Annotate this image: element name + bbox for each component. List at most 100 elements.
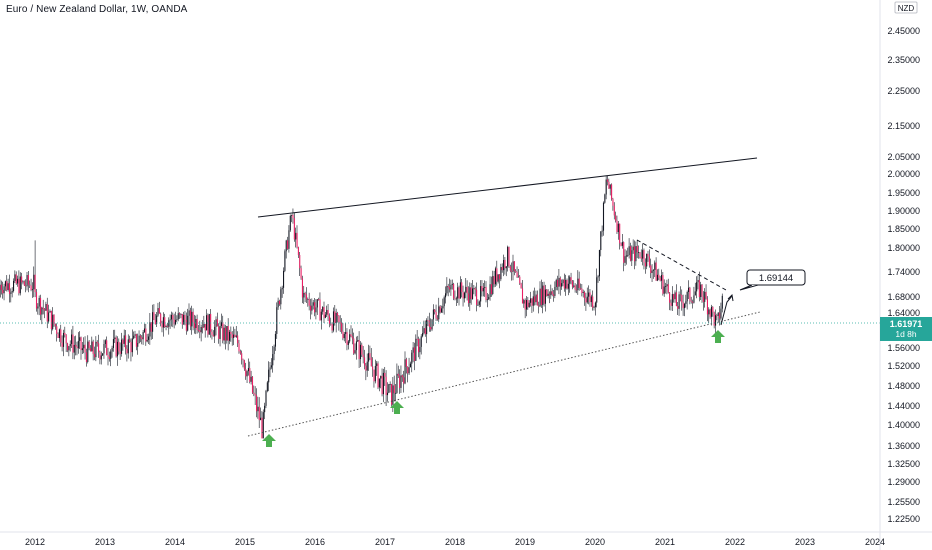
candle — [503, 254, 505, 277]
candle — [172, 312, 174, 328]
candle — [492, 270, 494, 296]
candle — [326, 305, 328, 317]
candle — [122, 338, 124, 351]
candle — [692, 299, 694, 309]
price-tick-label: 2.45000 — [887, 26, 920, 36]
upper-trendline[interactable] — [257, 157, 758, 218]
candle — [652, 269, 654, 279]
candle — [238, 339, 240, 354]
candle — [17, 275, 19, 287]
candle — [629, 242, 632, 262]
descending-dashed-trendline[interactable] — [636, 239, 727, 291]
candle — [6, 275, 8, 292]
candle — [126, 345, 128, 362]
candle — [278, 299, 281, 306]
price-tick-label: 1.48000 — [887, 381, 920, 391]
candle — [83, 337, 85, 354]
candle — [689, 286, 691, 305]
candle — [250, 370, 252, 385]
candle — [559, 276, 561, 296]
candle — [94, 346, 96, 361]
candle — [23, 280, 25, 286]
candle — [219, 320, 221, 347]
price-tick-label: 2.00000 — [887, 169, 920, 179]
candle — [246, 370, 248, 383]
candle — [65, 334, 67, 353]
candle — [424, 320, 426, 337]
candle — [305, 287, 308, 304]
candle — [112, 329, 114, 352]
candle — [715, 309, 717, 334]
candle — [254, 386, 256, 406]
candle — [670, 299, 672, 311]
price-tick-label: 1.25500 — [887, 497, 920, 507]
price-callout[interactable]: 1.69144 — [739, 269, 806, 291]
candle — [623, 241, 625, 272]
candle — [434, 308, 436, 315]
candle — [21, 272, 23, 290]
candle — [251, 376, 254, 395]
candle — [58, 328, 60, 342]
candle — [334, 305, 336, 326]
projection-arrow — [720, 295, 733, 326]
candle — [369, 345, 371, 361]
candle — [478, 300, 480, 308]
lower-support-trendline[interactable] — [247, 311, 761, 437]
candle — [631, 245, 633, 266]
candle — [604, 193, 606, 204]
candle — [11, 287, 13, 298]
candle — [455, 296, 457, 307]
candle — [391, 383, 393, 407]
candle — [258, 397, 260, 428]
candle — [499, 274, 501, 289]
candle — [330, 317, 332, 326]
candle — [195, 315, 197, 335]
candle — [615, 211, 617, 223]
candle — [578, 271, 580, 291]
candle — [48, 304, 50, 324]
candle — [332, 307, 335, 333]
candle — [368, 344, 370, 371]
candle — [638, 245, 640, 259]
candle — [223, 324, 225, 345]
time-tick-label: 2022 — [725, 537, 745, 547]
candle — [439, 305, 441, 314]
candle — [574, 283, 576, 293]
candle — [110, 349, 112, 367]
candle — [8, 274, 11, 303]
candle — [73, 336, 75, 360]
candle — [176, 315, 178, 323]
candle — [547, 289, 549, 299]
price-axis[interactable] — [880, 0, 932, 550]
candle — [380, 375, 382, 389]
candle — [52, 307, 54, 331]
candle — [519, 275, 521, 285]
price-tick-label: 1.36000 — [887, 441, 920, 451]
candle — [169, 314, 171, 329]
candle — [146, 333, 148, 343]
candle — [220, 313, 222, 329]
candle — [301, 275, 303, 304]
candle — [656, 269, 659, 282]
candle — [520, 282, 522, 289]
time-tick-label: 2019 — [515, 537, 535, 547]
price-tick-label: 1.95000 — [887, 188, 920, 198]
candle — [273, 344, 275, 361]
candle — [33, 266, 35, 298]
candle — [362, 346, 364, 364]
candle — [484, 280, 486, 297]
candle — [501, 263, 503, 273]
candle — [337, 311, 339, 323]
candle — [539, 281, 541, 308]
candle — [428, 312, 430, 332]
candle — [445, 286, 447, 304]
candle — [451, 279, 453, 290]
candle — [226, 326, 228, 344]
candle — [427, 316, 429, 326]
candle — [115, 335, 117, 358]
candle — [536, 290, 538, 306]
candle — [354, 343, 356, 355]
candle — [104, 339, 106, 348]
candle — [663, 279, 665, 297]
